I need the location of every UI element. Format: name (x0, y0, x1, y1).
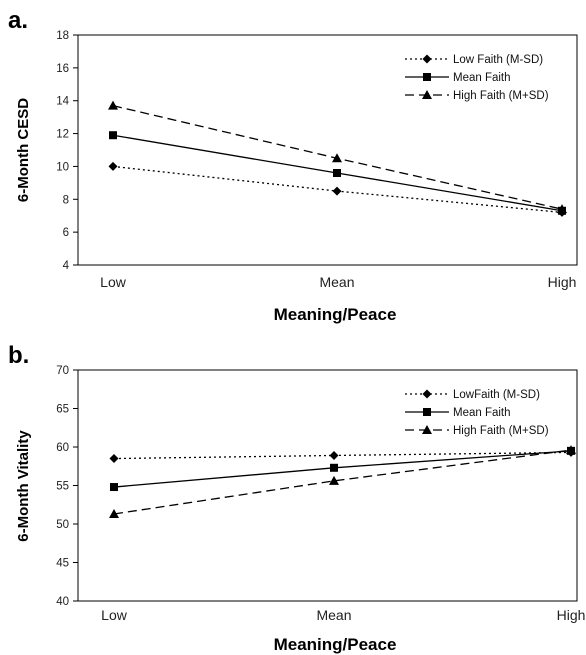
y-tick-label: 65 (56, 404, 69, 416)
y-tick-label: 18 (56, 30, 69, 42)
series-2 (109, 445, 576, 518)
y-tick-label: 12 (56, 129, 69, 141)
legend: LowFaith (M-SD) Mean Faith High Faith (M+S… (405, 389, 549, 437)
y-tick-label: 6 (63, 227, 69, 239)
diamond-icon (422, 389, 432, 399)
series-2 (108, 100, 567, 214)
data-point (109, 508, 119, 518)
data-point (108, 100, 118, 110)
panel-b: b. 40 45 50 55 60 65 70 Low Mean High Meaning/Peace… (8, 342, 585, 654)
data-point (333, 169, 341, 177)
y-tick-label: 45 (56, 558, 69, 570)
data-point (110, 483, 118, 492)
plot-area (77, 34, 578, 266)
square-icon (423, 408, 431, 416)
panel-label: b. (8, 342, 29, 369)
legend: Low Faith (M-SD) Mean Faith High Faith (M+… (405, 54, 549, 102)
y-tick-label: 14 (56, 96, 69, 108)
y-tick-label: 16 (56, 63, 69, 75)
plot-area (77, 369, 578, 602)
data-point (566, 445, 576, 455)
triangle-icon (422, 425, 432, 434)
data-point (109, 131, 117, 140)
x-tick-label: Mean (316, 607, 351, 623)
legend-label: LowFaith (M-SD) (453, 389, 540, 401)
y-tick-label: 4 (63, 260, 70, 272)
panel-label: a. (8, 7, 28, 34)
y-axis-label: 6-Month CESD (15, 98, 32, 202)
data-point (332, 186, 342, 196)
legend-label: Low Faith (M-SD) (453, 54, 543, 66)
square-icon (423, 73, 431, 81)
panel-a: a. 4 6 8 10 12 14 16 18 Low Mean High Meaning/Peace 6… (8, 7, 578, 324)
data-point (332, 153, 342, 163)
data-point (330, 463, 338, 472)
x-tick-label: Low (101, 607, 128, 623)
y-tick-label: 60 (56, 442, 69, 454)
y-tick-label: 55 (56, 481, 69, 493)
series-line (113, 450, 572, 488)
y-tick-label: 70 (56, 365, 69, 377)
x-tick-label: High (557, 607, 586, 623)
legend-label: High Faith (M+SD) (453, 90, 549, 102)
legend-label: High Faith (M+SD) (453, 425, 549, 437)
diamond-icon (422, 54, 432, 64)
x-tick-label: Low (100, 274, 127, 290)
x-axis-label: Meaning/Peace (274, 305, 397, 324)
x-tick-label: High (548, 274, 577, 290)
triangle-icon (422, 90, 432, 99)
legend-label: Mean Faith (453, 407, 511, 419)
data-point (109, 454, 119, 464)
data-point (329, 450, 339, 460)
legend-label: Mean Faith (453, 72, 511, 84)
data-point (329, 475, 339, 485)
data-point (108, 161, 118, 171)
y-tick-label: 50 (56, 519, 69, 531)
x-axis-label: Meaning/Peace (274, 635, 397, 654)
y-tick-label: 8 (63, 194, 69, 206)
y-tick-label: 10 (56, 161, 69, 173)
y-axis-label: 6-Month Vitality (15, 430, 32, 542)
series-1 (109, 131, 566, 215)
series-line (113, 449, 572, 515)
y-tick-label: 40 (56, 596, 69, 608)
x-tick-label: Mean (319, 274, 354, 290)
data-point (557, 204, 567, 214)
